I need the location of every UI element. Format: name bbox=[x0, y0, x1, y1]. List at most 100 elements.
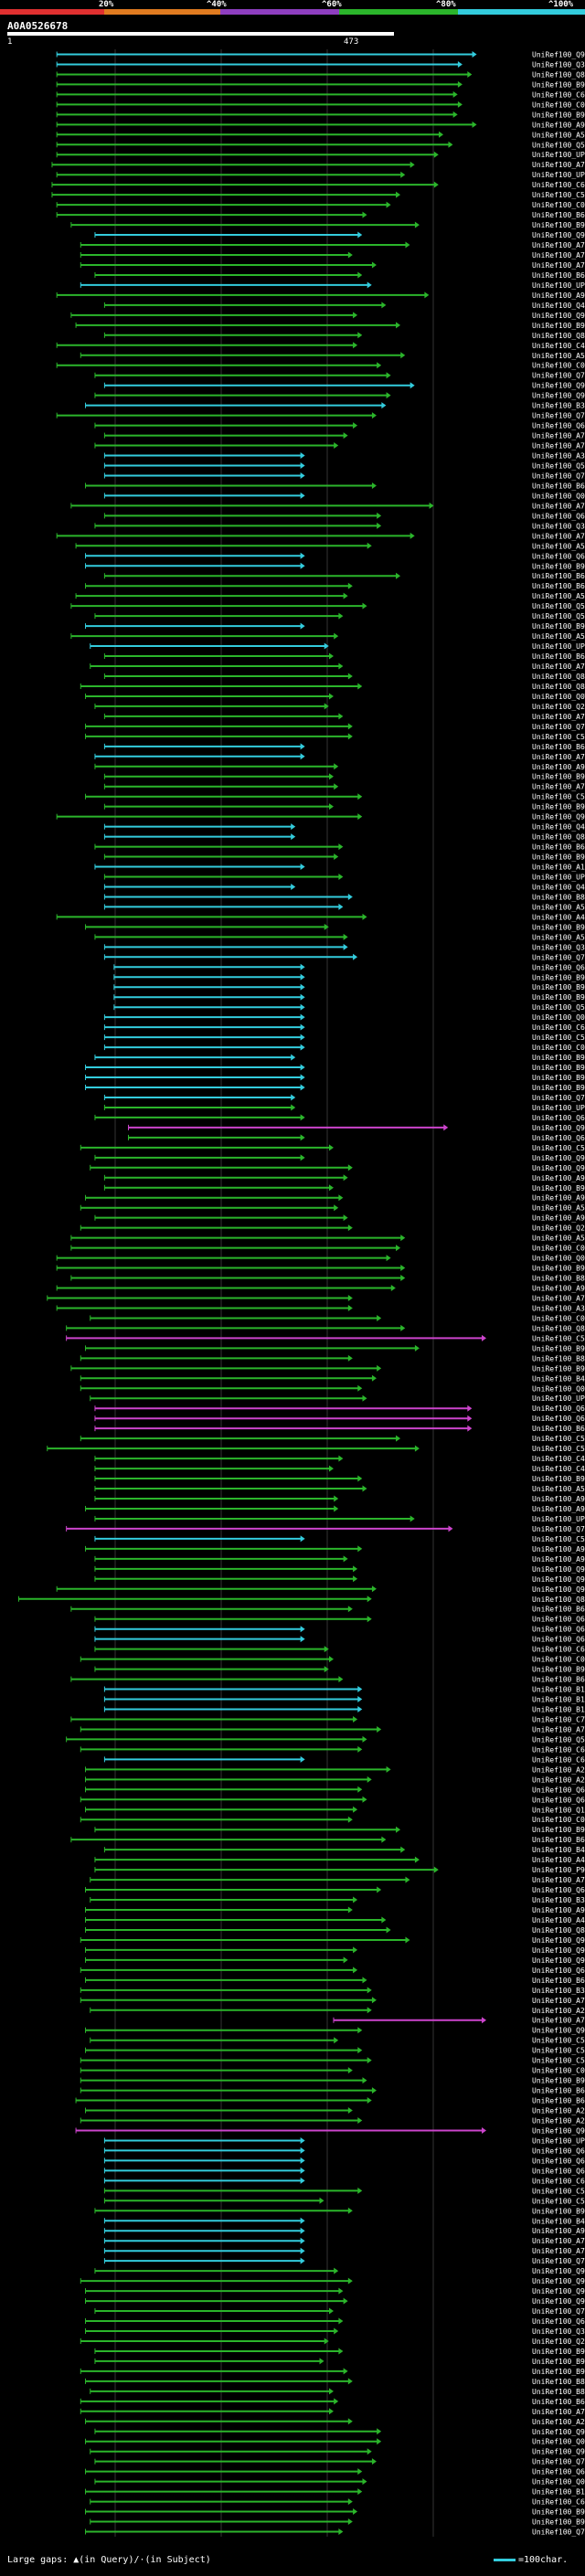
hit-label[interactable]: UniRef100_A9SVE0 bbox=[532, 1285, 585, 1293]
hit-label[interactable]: UniRef100_Q8ET47 bbox=[532, 1324, 585, 1332]
hit-label[interactable]: UniRef100_Q0E0J3 bbox=[532, 1255, 585, 1263]
hit-label[interactable]: UniRef100_C6SY34 bbox=[532, 2177, 585, 2185]
hit-label[interactable]: UniRef100_Q7FRS7 bbox=[532, 372, 585, 380]
hit-label[interactable]: UniRef100_C6SYY7 bbox=[532, 1755, 585, 1764]
hit-label[interactable]: UniRef100_Q0J176 bbox=[532, 1013, 585, 1022]
hit-row[interactable]: UniRef100_C0J5K14 bbox=[56, 362, 585, 370]
hit-row[interactable]: UniRef100_Q7SPL6 bbox=[56, 412, 585, 420]
hit-row[interactable]: UniRef100_Q6V5I2 bbox=[94, 1626, 585, 1634]
hit-label[interactable]: UniRef100_Q7XB26 bbox=[532, 2307, 585, 2316]
hit-row[interactable]: UniRef100_B3IX36 bbox=[80, 1987, 585, 1995]
hit-label[interactable]: UniRef100_B9G208 bbox=[532, 1364, 585, 1373]
hit-row[interactable]: UniRef100_Q7XLT9 bbox=[94, 2458, 585, 2466]
hit-row[interactable]: UniRef100_A7QA13 bbox=[80, 241, 585, 249]
hit-row[interactable]: UniRef100_B9N315 bbox=[85, 1064, 585, 1072]
hit-row[interactable]: UniRef100_C6F1P9 bbox=[103, 1023, 585, 1032]
hit-label[interactable]: UniRef100_Q4NGV0 bbox=[532, 823, 585, 832]
hit-label[interactable]: UniRef100_Q29WN2 bbox=[532, 1224, 585, 1233]
hit-row[interactable]: UniRef100_Q3L0Q8 bbox=[103, 943, 585, 951]
hit-label[interactable]: UniRef100_B6TLY6 bbox=[532, 1606, 585, 1614]
hit-label[interactable]: UniRef100_B9N315 bbox=[532, 1064, 585, 1072]
hit-label[interactable]: UniRef100_A7QA11 bbox=[532, 251, 585, 260]
hit-row[interactable]: UniRef100_Q6S5D2 bbox=[80, 1796, 585, 1804]
hit-label[interactable]: UniRef100_A5PWB1 bbox=[532, 1235, 585, 1243]
hit-row[interactable]: UniRef100_B9F6M5 bbox=[94, 1826, 585, 1834]
hit-label[interactable]: UniRef100_Q1LFX2 bbox=[532, 1806, 585, 1814]
hit-row[interactable]: UniRef100_Q94IQ6 bbox=[128, 1124, 585, 1132]
hit-row[interactable]: UniRef100_Q6P1B4 bbox=[85, 1886, 585, 1894]
hit-row[interactable]: UniRef100_A5BR11 bbox=[94, 1485, 585, 1493]
hit-label[interactable]: UniRef100_Q92BB5 bbox=[532, 312, 585, 320]
hit-row[interactable]: UniRef100_B9H3R7 bbox=[75, 322, 585, 330]
hit-label[interactable]: UniRef100_Q9FSF2 bbox=[532, 1936, 585, 1945]
hit-row[interactable]: UniRef100_Q84LW4 bbox=[80, 683, 585, 691]
hit-row[interactable]: UniRef100_A7QA05 bbox=[103, 713, 585, 721]
hit-row[interactable]: UniRef100_C5XSJ3 bbox=[85, 2047, 585, 2055]
hit-label[interactable]: UniRef100_Q9P1X7 bbox=[532, 1946, 585, 1955]
hit-row[interactable]: UniRef100_A4UNV2 bbox=[85, 1916, 585, 1924]
hit-label[interactable]: UniRef100_B3IX36 bbox=[532, 1987, 585, 1995]
hit-row[interactable]: UniRef100_C0PHV0 bbox=[80, 1656, 585, 1664]
hit-label[interactable]: UniRef100_Q0LJS9 bbox=[532, 492, 585, 500]
hit-row[interactable]: UniRef100_A7PVN4 bbox=[90, 1876, 585, 1884]
hit-label[interactable]: UniRef100_A5AHH0 bbox=[532, 592, 585, 600]
hit-label[interactable]: UniRef100_Q53JG2 bbox=[532, 1735, 585, 1744]
hit-row[interactable]: UniRef100_UP1000... bbox=[90, 1394, 585, 1403]
hit-label[interactable]: UniRef100_P93007 bbox=[532, 1866, 585, 1874]
hit-row[interactable]: UniRef100_B9G208 bbox=[70, 1364, 585, 1373]
hit-label[interactable]: UniRef100_Q9ZRB3 bbox=[532, 231, 585, 239]
hit-row[interactable]: UniRef100_C6TEF7 bbox=[56, 90, 585, 99]
hit-row[interactable]: UniRef100_B9S5K4 bbox=[85, 2508, 585, 2517]
hit-row[interactable]: UniRef100_A7PBV3 bbox=[47, 1294, 585, 1302]
hit-row[interactable]: UniRef100_B9S5E1 bbox=[70, 221, 585, 229]
hit-label[interactable]: UniRef100_Q7UI13 bbox=[532, 2257, 585, 2265]
hit-label[interactable]: UniRef100_Q6TKQ4 bbox=[532, 512, 585, 520]
hit-label[interactable]: UniRef100_C5Y5K1 bbox=[532, 1445, 585, 1453]
hit-row[interactable]: UniRef100_B9MYF2 bbox=[113, 973, 585, 981]
hit-row[interactable]: UniRef100_B9T3F1 bbox=[80, 2077, 585, 2085]
hit-label[interactable]: UniRef100_C6TEF7 bbox=[532, 90, 585, 99]
hit-row[interactable]: UniRef100_Q9P1X7 bbox=[85, 1946, 585, 1955]
hit-row[interactable]: UniRef100_Q6Q254 bbox=[85, 2468, 585, 2476]
hit-label[interactable]: UniRef100_Q9LUM4-2 bbox=[532, 1565, 585, 1574]
hit-label[interactable]: UniRef100_A7U7B1 bbox=[532, 2247, 585, 2255]
hit-row[interactable]: UniRef100_UP1000... bbox=[56, 151, 585, 159]
hit-label[interactable]: UniRef100_Q6RJ36 bbox=[532, 1415, 585, 1423]
hit-row[interactable]: UniRef100_Q75UJ5 bbox=[103, 953, 585, 961]
hit-row[interactable]: UniRef100_B6TFS2 bbox=[85, 482, 585, 490]
hit-row[interactable]: UniRef100_A7QA09 bbox=[80, 261, 585, 270]
hit-label[interactable]: UniRef100_B6THY5 bbox=[532, 743, 585, 751]
hit-label[interactable]: UniRef100_A7QT17 bbox=[532, 532, 585, 540]
hit-label[interactable]: UniRef100_Q6S5D6 bbox=[532, 1786, 585, 1794]
hit-label[interactable]: UniRef100_A7PZR7 bbox=[532, 2017, 585, 2025]
hit-label[interactable]: UniRef100_B9FK80 bbox=[532, 1344, 585, 1352]
hit-row[interactable]: UniRef100_Q9ZRB3 bbox=[94, 231, 585, 239]
hit-row[interactable]: UniRef100_Q6N4D2 bbox=[80, 1966, 585, 1975]
hit-label[interactable]: UniRef100_B9S5K4 bbox=[532, 2508, 585, 2517]
hit-label[interactable]: UniRef100_A3CFB1 bbox=[532, 1304, 585, 1312]
hit-label[interactable]: UniRef100_A5BY44 bbox=[532, 903, 585, 911]
hit-label[interactable]: UniRef100_Q21258 bbox=[532, 703, 585, 711]
hit-row[interactable]: UniRef100_B8M526 bbox=[103, 893, 585, 901]
hit-row[interactable]: UniRef100_Q0ULA7 bbox=[94, 2478, 585, 2486]
hit-row[interactable]: UniRef100_B9RT17 bbox=[94, 2348, 585, 2356]
hit-label[interactable]: UniRef100_C6T1V0 bbox=[532, 1745, 585, 1754]
hit-row[interactable]: UniRef100_B6SU49 bbox=[94, 271, 585, 280]
hit-row[interactable]: UniRef100_Q0E0J3 bbox=[56, 1255, 585, 1263]
hit-label[interactable]: UniRef100_B6S0D0 bbox=[532, 1676, 585, 1684]
hit-label[interactable]: UniRef100_A9RRL7 bbox=[532, 1545, 585, 1553]
hit-row[interactable]: UniRef100_B9RRY6 bbox=[94, 1475, 585, 1483]
hit-row[interactable]: UniRef100_Q2R4Y6 bbox=[80, 2337, 585, 2346]
hit-row[interactable]: UniRef100_C5YZM2 bbox=[80, 1144, 585, 1152]
hit-row[interactable]: UniRef100_A2Y5I8 bbox=[85, 2107, 585, 2115]
hit-label[interactable]: UniRef100_A7UMB0 bbox=[532, 753, 585, 761]
hit-row[interactable]: UniRef100_Q8ET47 bbox=[66, 1324, 585, 1332]
hit-row[interactable]: UniRef100_B9FD76 bbox=[56, 1265, 585, 1273]
hit-row[interactable]: UniRef100_A2YEW6 bbox=[80, 2117, 585, 2125]
hit-label[interactable]: UniRef100_B9HGW6 bbox=[532, 2358, 585, 2366]
hit-row[interactable]: UniRef100_A9NMP5 bbox=[56, 292, 585, 300]
hit-row[interactable]: UniRef100_Q5ZG04 bbox=[103, 461, 585, 470]
hit-row[interactable]: UniRef100_B9N1E4 bbox=[113, 983, 585, 991]
hit-row[interactable]: UniRef100_Q9LGB9 bbox=[80, 2277, 585, 2285]
hit-label[interactable]: UniRef100_B9RBH8 bbox=[532, 562, 585, 570]
